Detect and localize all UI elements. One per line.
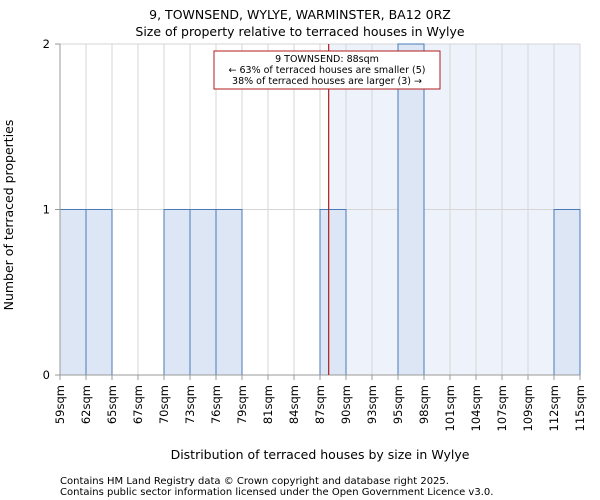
bar-95sqm — [397, 43, 425, 376]
annotation-line-3: 38% of terraced houses are larger (3) → — [232, 76, 422, 87]
x-tick-label-67sqm: 67sqm — [131, 385, 145, 424]
y-tick-label: 2 — [43, 37, 50, 51]
x-tick-label-101sqm: 101sqm — [443, 385, 457, 431]
x-tick-label-59sqm: 59sqm — [53, 385, 67, 424]
x-tick-label-90sqm: 90sqm — [339, 385, 353, 424]
plot-area: 0 1 2 59sqm 62sqm 65sqm 67sqm 70sqm 73sqm 76sqm 79… — [43, 37, 587, 431]
y-axis-label: Number of terraced properties — [1, 120, 16, 311]
x-tick-label-62sqm: 62sqm — [79, 385, 93, 424]
bar-76sqm — [215, 209, 243, 376]
chart-subtitle: Size of property relative to terraced ho… — [135, 24, 465, 39]
footer-licence: Contains public sector information licen… — [60, 487, 493, 498]
bar-73sqm — [189, 209, 217, 376]
bar-62sqm — [85, 209, 113, 376]
x-tick-label-81sqm: 81sqm — [261, 385, 275, 424]
y-tick-label: 0 — [43, 368, 50, 382]
y-tick-label: 1 — [43, 203, 50, 217]
x-tick-label-109sqm: 109sqm — [521, 385, 535, 431]
x-axis-label: Distribution of terraced houses by size … — [171, 447, 470, 462]
x-tick-label-104sqm: 104sqm — [469, 385, 483, 431]
x-tick-label-76sqm: 76sqm — [209, 385, 223, 424]
annotation-box — [213, 50, 441, 90]
x-tick-label-112sqm: 112sqm — [547, 385, 561, 431]
x-tick-label-73sqm: 73sqm — [183, 385, 197, 424]
x-tick-label-87sqm: 87sqm — [313, 385, 327, 424]
x-tick-label-84sqm: 84sqm — [287, 385, 301, 424]
annotation-line-2: ← 63% of terraced houses are smaller (5) — [229, 65, 426, 76]
x-tick-label-115sqm: 115sqm — [573, 385, 587, 431]
bar-112sqm — [553, 209, 581, 376]
bar-59sqm — [59, 209, 87, 376]
x-tick-label-98sqm: 98sqm — [417, 385, 431, 424]
x-tick-label-65sqm: 65sqm — [105, 385, 119, 424]
bar-70sqm — [163, 209, 191, 376]
x-tick-label-95sqm: 95sqm — [391, 385, 405, 424]
footer-copyright: Contains HM Land Registry data © Crown c… — [60, 476, 449, 487]
annotation-line-1: 9 TOWNSEND: 88sqm — [275, 54, 379, 65]
x-tick-label-70sqm: 70sqm — [157, 385, 171, 424]
chart-title: 9, TOWNSEND, WYLYE, WARMINSTER, BA12 0RZ — [149, 7, 451, 22]
x-tick-label-107sqm: 107sqm — [495, 385, 509, 431]
bar-87sqm — [319, 209, 347, 376]
x-tick-label-93sqm: 93sqm — [365, 385, 379, 424]
x-tick-label-79sqm: 79sqm — [235, 385, 249, 424]
